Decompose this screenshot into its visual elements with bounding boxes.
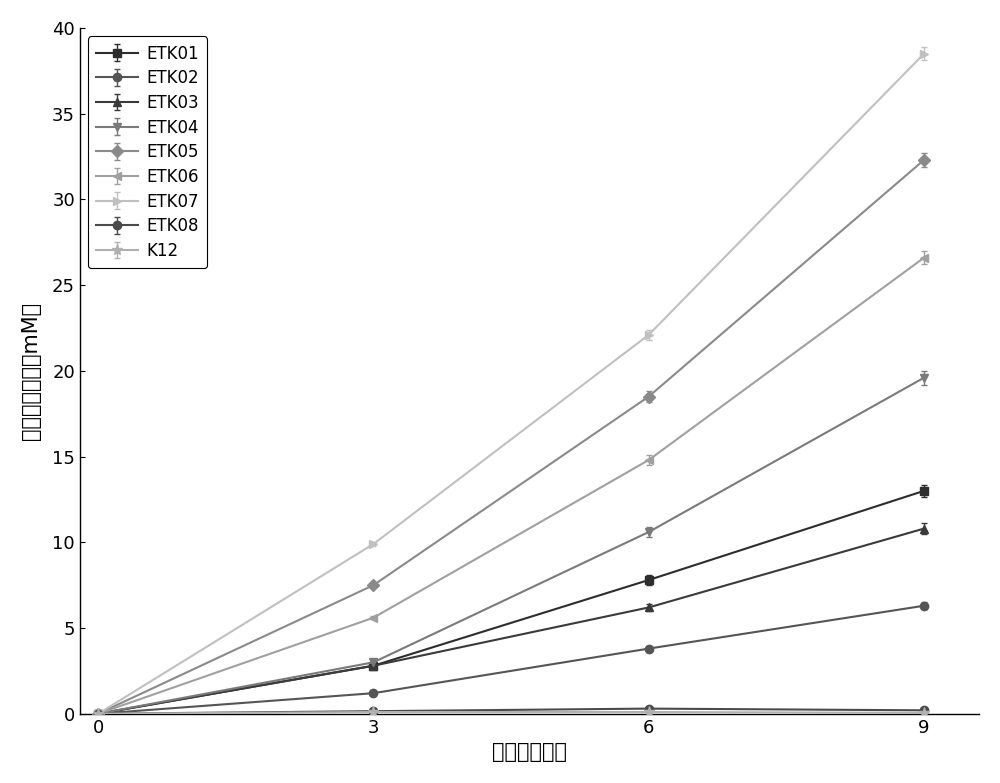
Y-axis label: 四氮嗧啊产量（mM）: 四氮嗧啊产量（mM） (21, 301, 41, 440)
X-axis label: 时间（小时）: 时间（小时） (492, 742, 567, 762)
Legend: ETK01, ETK02, ETK03, ETK04, ETK05, ETK06, ETK07, ETK08, K12: ETK01, ETK02, ETK03, ETK04, ETK05, ETK06… (88, 36, 207, 268)
